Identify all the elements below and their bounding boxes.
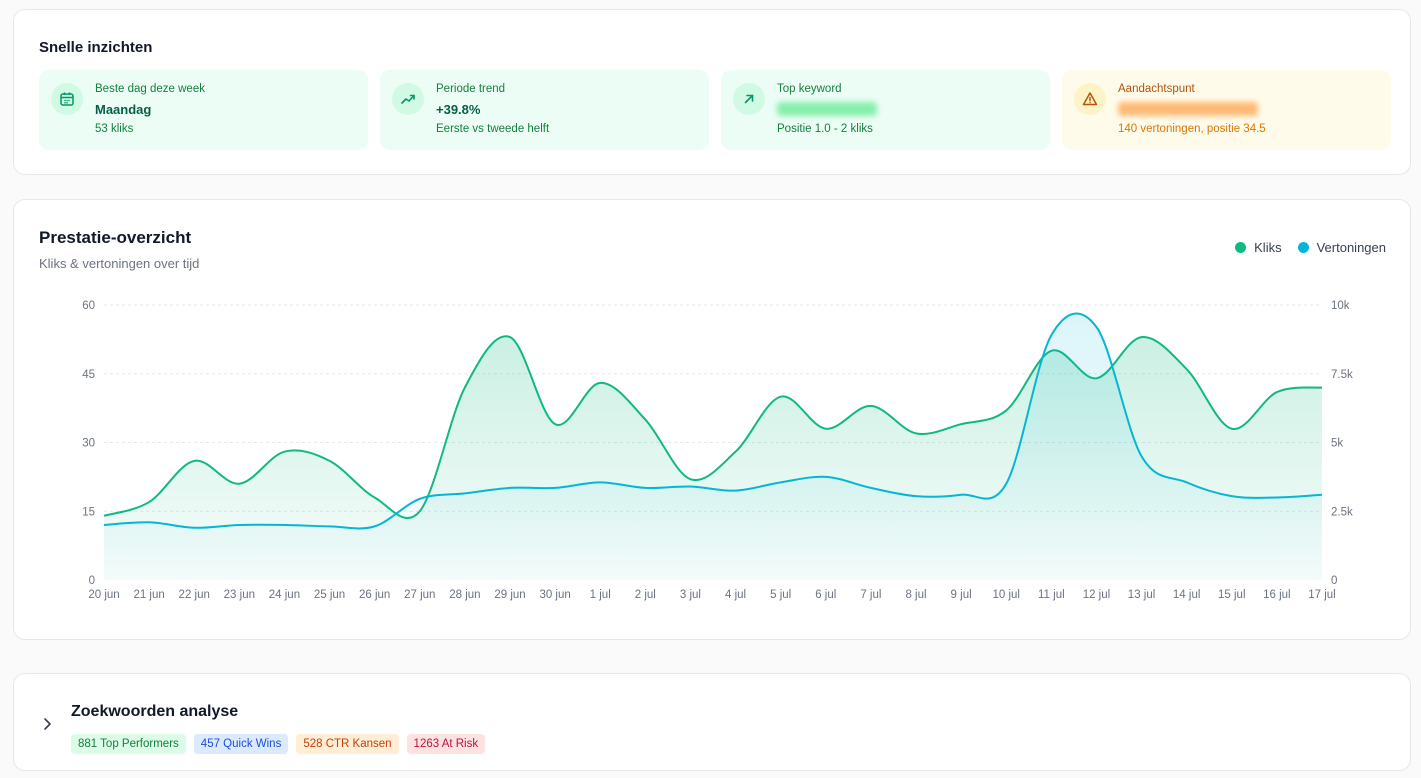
y-right-tick-label: 10k	[1331, 300, 1350, 312]
x-tick-label: 12 jul	[1083, 589, 1111, 601]
insight-label: Beste dag deze week	[95, 83, 205, 95]
x-tick-label: 17 jul	[1308, 589, 1336, 601]
insight-period-trend: Periode trend +39.8% Eerste vs tweede he…	[380, 70, 709, 150]
x-tick-label: 25 jun	[314, 589, 345, 601]
performance-card: Prestatie-overzicht Kliks & vertoningen …	[13, 199, 1411, 640]
insight-value: Maandag	[95, 102, 152, 117]
legend-clicks[interactable]: Kliks	[1235, 240, 1282, 255]
legend-label: Kliks	[1254, 240, 1282, 255]
chevron-right-icon[interactable]	[42, 717, 54, 736]
x-tick-label: 30 jun	[539, 589, 570, 601]
series-line-vertoningen	[103, 312, 1323, 530]
performance-chart: 0 15 30 45 60 0 2.5k 5k 7.5k 10k 20 jun 21 jun 22 ju…	[82, 300, 1353, 601]
calendar-icon	[51, 83, 83, 115]
legend-dot	[1297, 242, 1309, 253]
x-tick-label: 14 jul	[1173, 589, 1201, 601]
x-tick-label: 27 jun	[404, 589, 435, 601]
arrow-up-right-icon	[733, 83, 765, 115]
badge-top-performers[interactable]: 881 Top Performers	[71, 734, 186, 754]
legend-label: Vertoningen	[1316, 240, 1386, 255]
series-area-vertoningen	[104, 313, 1322, 580]
x-tick-label: 2 jul	[635, 589, 656, 601]
redacted-keyword	[777, 102, 877, 116]
insight-label: Aandachtspunt	[1118, 83, 1195, 95]
y-right-tick-label: 0	[1331, 575, 1337, 587]
keywords-title[interactable]: Zoekwoorden analyse	[71, 703, 239, 720]
y-left-tick-label: 45	[82, 369, 95, 381]
insights-card: Snelle inzichten Beste dag deze week Maa…	[13, 9, 1411, 175]
x-tick-label: 23 jun	[224, 589, 255, 601]
x-tick-label: 22 jun	[179, 589, 210, 601]
x-tick-label: 20 jun	[88, 589, 119, 601]
x-tick-label: 6 jul	[815, 589, 836, 601]
x-tick-label: 11 jul	[1038, 589, 1065, 601]
badge-ctr-kansen[interactable]: 528 CTR Kansen	[296, 734, 399, 754]
redacted-keyword	[1118, 102, 1258, 116]
y-right-tick-label: 2.5k	[1331, 506, 1353, 518]
insight-top-keyword: Top keyword Positie 1.0 - 2 kliks	[721, 70, 1050, 150]
warning-icon	[1074, 83, 1106, 115]
x-tick-label: 8 jul	[905, 589, 926, 601]
x-tick-label: 29 jun	[494, 589, 525, 601]
performance-title: Prestatie-overzicht	[39, 228, 192, 247]
x-tick-label: 10 jul	[992, 589, 1020, 601]
x-tick-label: 16 jul	[1263, 589, 1291, 601]
insights-title: Snelle inzichten	[39, 39, 153, 56]
insight-sub: 140 vertoningen, positie 34.5	[1118, 123, 1266, 135]
insight-sub: 53 kliks	[95, 123, 134, 135]
badge-quick-wins[interactable]: 457 Quick Wins	[193, 734, 289, 754]
insight-label: Top keyword	[777, 83, 842, 95]
y-right-tick-label: 5k	[1331, 438, 1343, 450]
x-tick-label: 7 jul	[860, 589, 881, 601]
x-tick-label: 1 jul	[590, 589, 611, 601]
x-tick-label: 26 jun	[359, 589, 390, 601]
keyword-badges: 881 Top Performers 457 Quick Wins 528 CT…	[71, 734, 486, 754]
trend-up-icon	[392, 83, 424, 115]
series-line-kliks	[103, 335, 1323, 519]
y-left-tick-label: 60	[82, 300, 95, 312]
x-tick-label: 4 jul	[725, 589, 746, 601]
performance-subtitle: Kliks & vertoningen over tijd	[39, 256, 200, 271]
chart-legend: Kliks Vertoningen	[1235, 240, 1386, 255]
keywords-card: Zoekwoorden analyse 881 Top Performers 4…	[13, 673, 1411, 771]
y-right-tick-label: 7.5k	[1331, 369, 1353, 381]
x-tick-label: 24 jun	[269, 589, 300, 601]
insight-tiles: Beste dag deze week Maandag 53 kliks Per…	[39, 70, 1391, 150]
insight-value: +39.8%	[436, 102, 481, 117]
insight-sub: Eerste vs tweede helft	[436, 123, 550, 135]
y-left-tick-label: 15	[82, 506, 95, 518]
x-tick-label: 9 jul	[951, 589, 972, 601]
insight-attention-point: Aandachtspunt 140 vertoningen, positie 3…	[1062, 70, 1391, 150]
legend-impressions[interactable]: Vertoningen	[1297, 240, 1386, 255]
legend-dot	[1235, 242, 1247, 253]
x-tick-label: 15 jul	[1218, 589, 1246, 601]
x-tick-label: 5 jul	[770, 589, 791, 601]
x-tick-label: 3 jul	[680, 589, 701, 601]
y-left-tick-label: 30	[82, 438, 95, 450]
y-left-tick-label: 0	[89, 575, 95, 587]
x-tick-label: 28 jun	[449, 589, 480, 601]
insight-best-day: Beste dag deze week Maandag 53 kliks	[39, 70, 368, 150]
badge-at-risk[interactable]: 1263 At Risk	[406, 734, 486, 754]
x-tick-label: 21 jun	[133, 589, 164, 601]
x-tick-label: 13 jul	[1128, 589, 1156, 601]
insight-label: Periode trend	[436, 83, 506, 95]
insight-sub: Positie 1.0 - 2 kliks	[777, 123, 873, 135]
